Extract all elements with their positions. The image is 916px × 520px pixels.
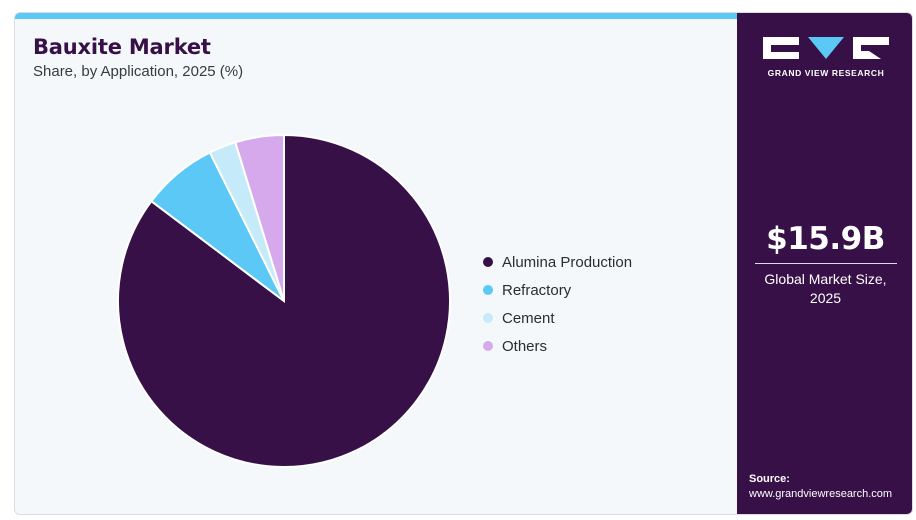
logo-text: GRAND VIEW RESEARCH xyxy=(767,68,885,78)
accent-bar xyxy=(15,13,737,19)
legend-item: Cement xyxy=(483,304,632,332)
market-value: $15.9B xyxy=(766,221,885,257)
chart-panel xyxy=(15,19,737,514)
divider xyxy=(754,263,897,264)
summary-sidebar: GRAND VIEW RESEARCH $15.9B Global Market… xyxy=(737,13,912,514)
source-url: www.grandviewresearch.com xyxy=(749,488,893,500)
legend-item: Refractory xyxy=(483,276,632,304)
legend-swatch xyxy=(483,313,493,323)
chart-card: Bauxite Market Share, by Application, 20… xyxy=(14,12,913,515)
legend-label: Alumina Production xyxy=(502,253,633,271)
gvr-logo-icon xyxy=(763,37,889,59)
pie-slice-alumina-production xyxy=(117,133,451,468)
market-label: Global Market Size, 2025 xyxy=(764,271,887,306)
legend-swatch xyxy=(483,257,493,267)
legend-item: Others xyxy=(483,332,632,360)
chart-title: Bauxite Market xyxy=(33,35,211,59)
pie-slice-others xyxy=(234,133,285,302)
legend-label: Refractory xyxy=(502,281,572,299)
brand-logo: GRAND VIEW RESEARCH xyxy=(763,37,889,78)
chart-subtitle: Share, by Application, 2025 (%) xyxy=(33,63,244,80)
market-size-block: $15.9B Global Market Size, 2025 xyxy=(737,221,912,308)
source-label: Source: xyxy=(749,473,790,485)
legend-swatch xyxy=(483,285,493,295)
pie-chart xyxy=(117,133,451,468)
legend-label: Others xyxy=(502,337,548,355)
source-note: Source: www.grandviewresearch.com xyxy=(749,472,892,502)
chart-legend: Alumina Production Refractory Cement Others xyxy=(483,248,632,360)
legend-item: Alumina Production xyxy=(483,248,632,276)
legend-label: Cement xyxy=(502,309,555,327)
legend-swatch xyxy=(483,341,493,351)
